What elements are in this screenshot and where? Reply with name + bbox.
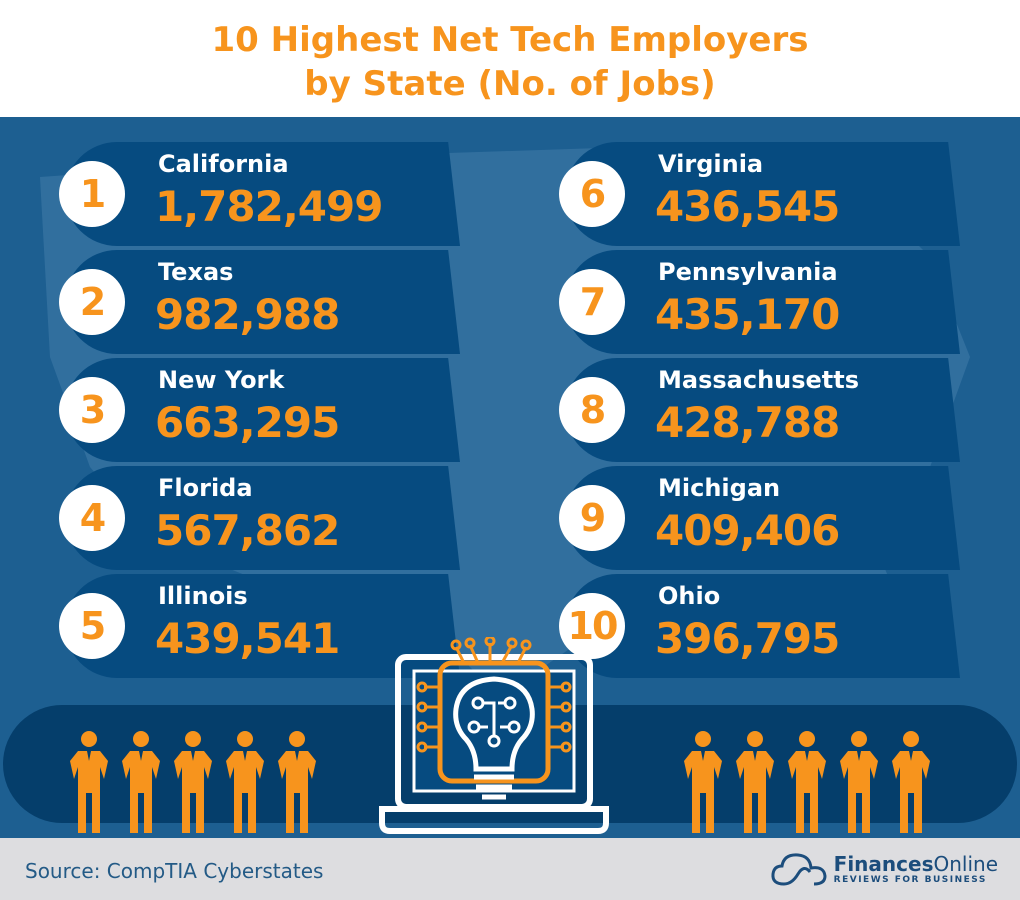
state-name: Illinois (158, 582, 248, 610)
people-group-left (64, 727, 322, 837)
state-name: Texas (158, 258, 234, 286)
ranking-panel (565, 250, 960, 354)
financesonline-logo: FinancesOnline REVIEWS FOR BUSINESS (770, 850, 998, 888)
rank-badge: 7 (559, 269, 625, 335)
job-count: 436,545 (655, 182, 840, 231)
ranking-panel (565, 358, 960, 462)
ranking-panel (65, 142, 460, 246)
state-name: Virginia (658, 150, 764, 178)
job-count: 663,295 (155, 398, 340, 447)
title-line-2: by State (No. of Jobs) (304, 64, 716, 104)
rank-badge: 10 (559, 593, 625, 659)
ranking-panel (65, 250, 460, 354)
ranking-panel (565, 574, 960, 678)
person-icon (684, 731, 722, 833)
job-count: 567,862 (155, 506, 340, 555)
person-icon (226, 731, 264, 833)
rank-badge: 2 (59, 269, 125, 335)
person-icon (278, 731, 316, 833)
state-name: Florida (158, 474, 253, 502)
rank-badge: 1 (59, 161, 125, 227)
ranking-panel (65, 466, 460, 570)
person-icon (840, 731, 878, 833)
people-group-right (678, 727, 936, 837)
state-name: Pennsylvania (658, 258, 838, 286)
state-name: Massachusetts (658, 366, 860, 394)
source-text: Source: CompTIA Cyberstates (25, 859, 324, 883)
ranking-panel (565, 142, 960, 246)
person-icon (788, 731, 826, 833)
ranking-panel (65, 358, 460, 462)
page-title: 10 Highest Net Tech Employers by State (… (0, 18, 1020, 106)
state-name: New York (158, 366, 285, 394)
person-icon (122, 731, 160, 833)
cloud-logo-icon (771, 853, 827, 886)
ranking-panel (565, 466, 960, 570)
job-count: 435,170 (655, 290, 840, 339)
rank-badge: 5 (59, 593, 125, 659)
brand-light: Online (933, 852, 998, 876)
state-name: Ohio (658, 582, 721, 610)
rank-badge: 3 (59, 377, 125, 443)
infographic-body: 1 California 1,782,499 2 Texas 982,988 3… (0, 117, 1020, 838)
rank-badge: 4 (59, 485, 125, 551)
state-name: California (158, 150, 289, 178)
rank-badge: 9 (559, 485, 625, 551)
job-count: 439,541 (155, 614, 340, 663)
rank-badge: 8 (559, 377, 625, 443)
person-icon (892, 731, 930, 833)
brand-tagline: REVIEWS FOR BUSINESS (833, 875, 987, 885)
job-count: 982,988 (155, 290, 340, 339)
job-count: 396,795 (655, 614, 840, 663)
rank-badge: 6 (559, 161, 625, 227)
state-name: Michigan (658, 474, 781, 502)
job-count: 409,406 (655, 506, 840, 555)
footer: Source: CompTIA Cyberstates FinancesOnli… (0, 838, 1020, 900)
job-count: 1,782,499 (155, 182, 383, 231)
brand-bold: Finances (833, 852, 934, 876)
title-line-1: 10 Highest Net Tech Employers (211, 20, 809, 60)
person-icon (174, 731, 212, 833)
ranking-panel (65, 574, 460, 678)
person-icon (70, 731, 108, 833)
laptop-lightbulb-icon (379, 637, 609, 834)
job-count: 428,788 (655, 398, 840, 447)
person-icon (736, 731, 774, 833)
